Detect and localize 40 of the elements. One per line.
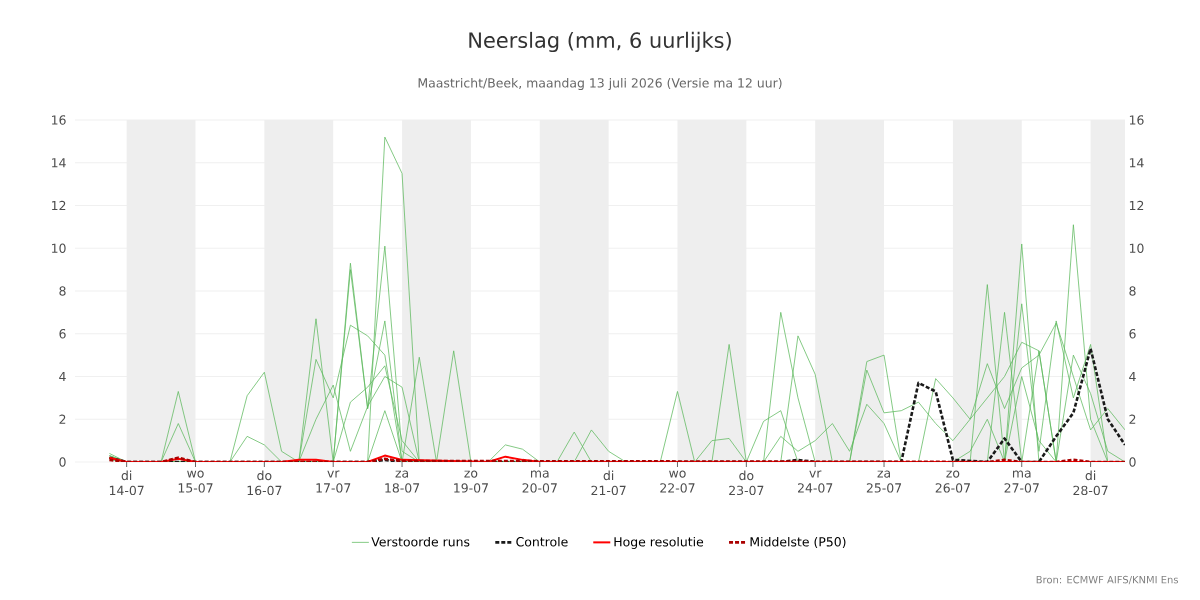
- chart-subtitle: Maastricht/Beek, maandag 13 juli 2026 (Versie ma 12 uur): [418, 77, 782, 91]
- y-tick-label: 8: [59, 286, 66, 296]
- y2-tick-label: 16: [1129, 115, 1144, 125]
- y2-tick-label: 14: [1129, 158, 1144, 168]
- x-tick-label: di 28-07: [1073, 470, 1108, 496]
- x-tick-label: wo 15-07: [178, 470, 213, 493]
- y-tick-label: 6: [59, 329, 66, 339]
- legend-label: Verstoorde runs: [371, 536, 470, 547]
- x-tick-label: vr 24-07: [798, 470, 833, 493]
- y2-tick-label: 4: [1129, 371, 1136, 382]
- x-tick-label: wo 22-07: [660, 470, 695, 493]
- y2-tick-label: 0: [1129, 457, 1136, 467]
- y-tick-label: 12: [52, 200, 66, 211]
- text: Bron: ECMWF AIFS/KNMI Ens: [1036, 575, 1179, 585]
- x-tick-label: vr 17-07: [316, 470, 351, 493]
- x-tick-label: za 25-07: [866, 470, 902, 493]
- legend-label: Hoge resolutie: [614, 536, 704, 549]
- y2-tick-label: 6: [1129, 329, 1136, 339]
- legend-label: Middelste (P50): [750, 536, 846, 548]
- x-tick-label: ma 20-07: [522, 470, 557, 493]
- x-tick-label: zo 19-07: [454, 470, 488, 493]
- x-tick-label: ma 27-07: [1004, 470, 1039, 493]
- x-tick-label: di 21-07: [591, 470, 626, 496]
- y-tick-label: 0: [59, 457, 66, 467]
- chart-title: Neerslag (mm, 6 uurlijks): [469, 31, 731, 53]
- y2-tick-label: 12: [1129, 200, 1144, 211]
- y-tick-label: 14: [52, 158, 66, 168]
- y2-tick-label: 8: [1129, 286, 1136, 296]
- y2-tick-label: 2: [1129, 414, 1136, 424]
- x-tick-label: za 18-07: [385, 470, 420, 493]
- x-tick-label: do 23-07: [729, 470, 764, 496]
- x-tick-label: zo 26-07: [935, 470, 970, 493]
- legend-label: Controle: [516, 536, 568, 547]
- x-tick-label: do 16-07: [247, 470, 282, 496]
- y-tick-label: 4: [59, 371, 66, 382]
- x-tick-label: di 14-07: [109, 470, 144, 496]
- y-tick-label: 10: [52, 243, 66, 253]
- y2-tick-label: 10: [1129, 243, 1144, 253]
- y-tick-label: 2: [59, 414, 66, 424]
- y-tick-label: 16: [52, 115, 66, 125]
